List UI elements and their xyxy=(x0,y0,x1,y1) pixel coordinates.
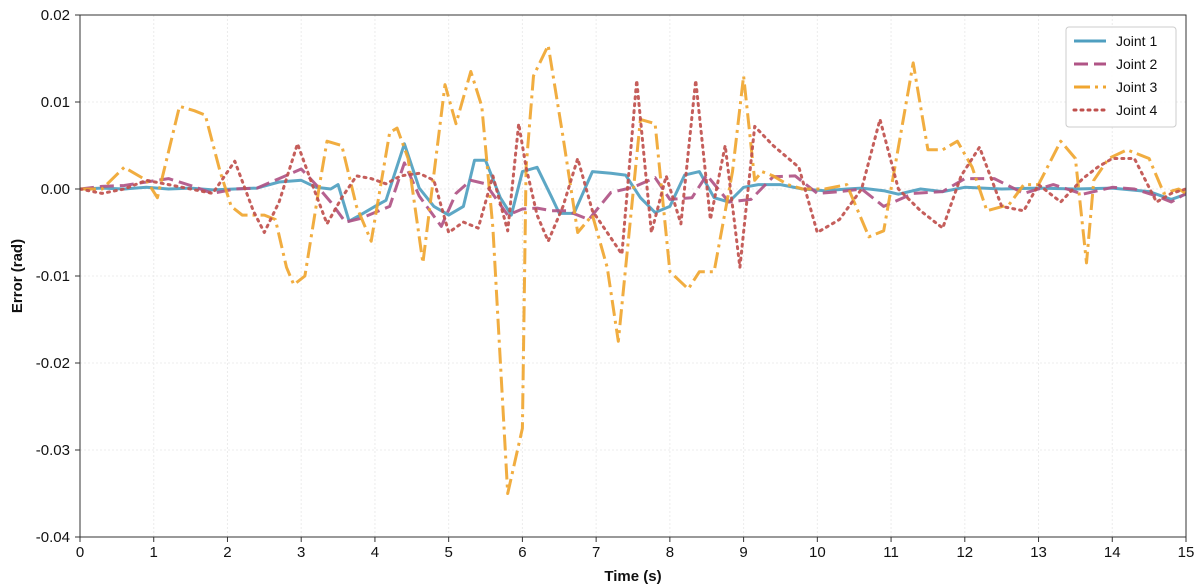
x-tick-label: 6 xyxy=(518,544,526,561)
x-tick-label: 15 xyxy=(1178,544,1195,561)
series-line-joint-2 xyxy=(80,161,1186,228)
y-tick-label: -0.03 xyxy=(36,442,70,459)
y-tick-label: -0.02 xyxy=(36,355,70,372)
x-tick-label: 1 xyxy=(150,544,158,561)
x-tick-label: 0 xyxy=(76,544,84,561)
x-tick-label: 9 xyxy=(739,544,747,561)
series-line-joint-4 xyxy=(80,78,1186,269)
legend-label-joint-3: Joint 3 xyxy=(1116,79,1157,95)
y-tick-label: 0.02 xyxy=(41,7,70,24)
x-tick-label: 12 xyxy=(956,544,973,561)
series-line-joint-3 xyxy=(80,43,1186,495)
y-tick-label: -0.04 xyxy=(36,529,70,546)
legend-label-joint-1: Joint 1 xyxy=(1116,33,1157,49)
x-tick-label: 11 xyxy=(883,544,899,561)
axis-ticks: 0 1 2 3 4 5 6 7 8 9 10 11 12 13 14 15-0.04-0.03-0.02-0.… xyxy=(36,7,1195,561)
legend: Joint 1 Joint 2 Joint 3 Joint 4 xyxy=(1065,26,1177,128)
x-tick-label: 10 xyxy=(809,544,826,561)
y-tick-label: 0.00 xyxy=(41,181,70,198)
legend-label-joint-2: Joint 2 xyxy=(1116,56,1157,72)
x-tick-label: 5 xyxy=(444,544,452,561)
x-tick-label: 4 xyxy=(371,544,379,561)
y-tick-label: 0.01 xyxy=(41,94,70,111)
x-tick-label: 14 xyxy=(1104,544,1121,561)
series-lines xyxy=(80,43,1186,495)
x-tick-label: 8 xyxy=(666,544,674,561)
x-tick-label: 3 xyxy=(297,544,305,561)
x-tick-label: 2 xyxy=(223,544,231,561)
y-axis-title: Error (rad) xyxy=(9,239,26,313)
x-tick-label: 7 xyxy=(592,544,600,561)
legend-box xyxy=(1065,26,1177,128)
x-axis-title: Time (s) xyxy=(604,568,661,585)
x-tick-label: 13 xyxy=(1030,544,1047,561)
y-tick-label: -0.01 xyxy=(36,268,70,285)
legend-label-joint-4: Joint 4 xyxy=(1116,102,1157,118)
